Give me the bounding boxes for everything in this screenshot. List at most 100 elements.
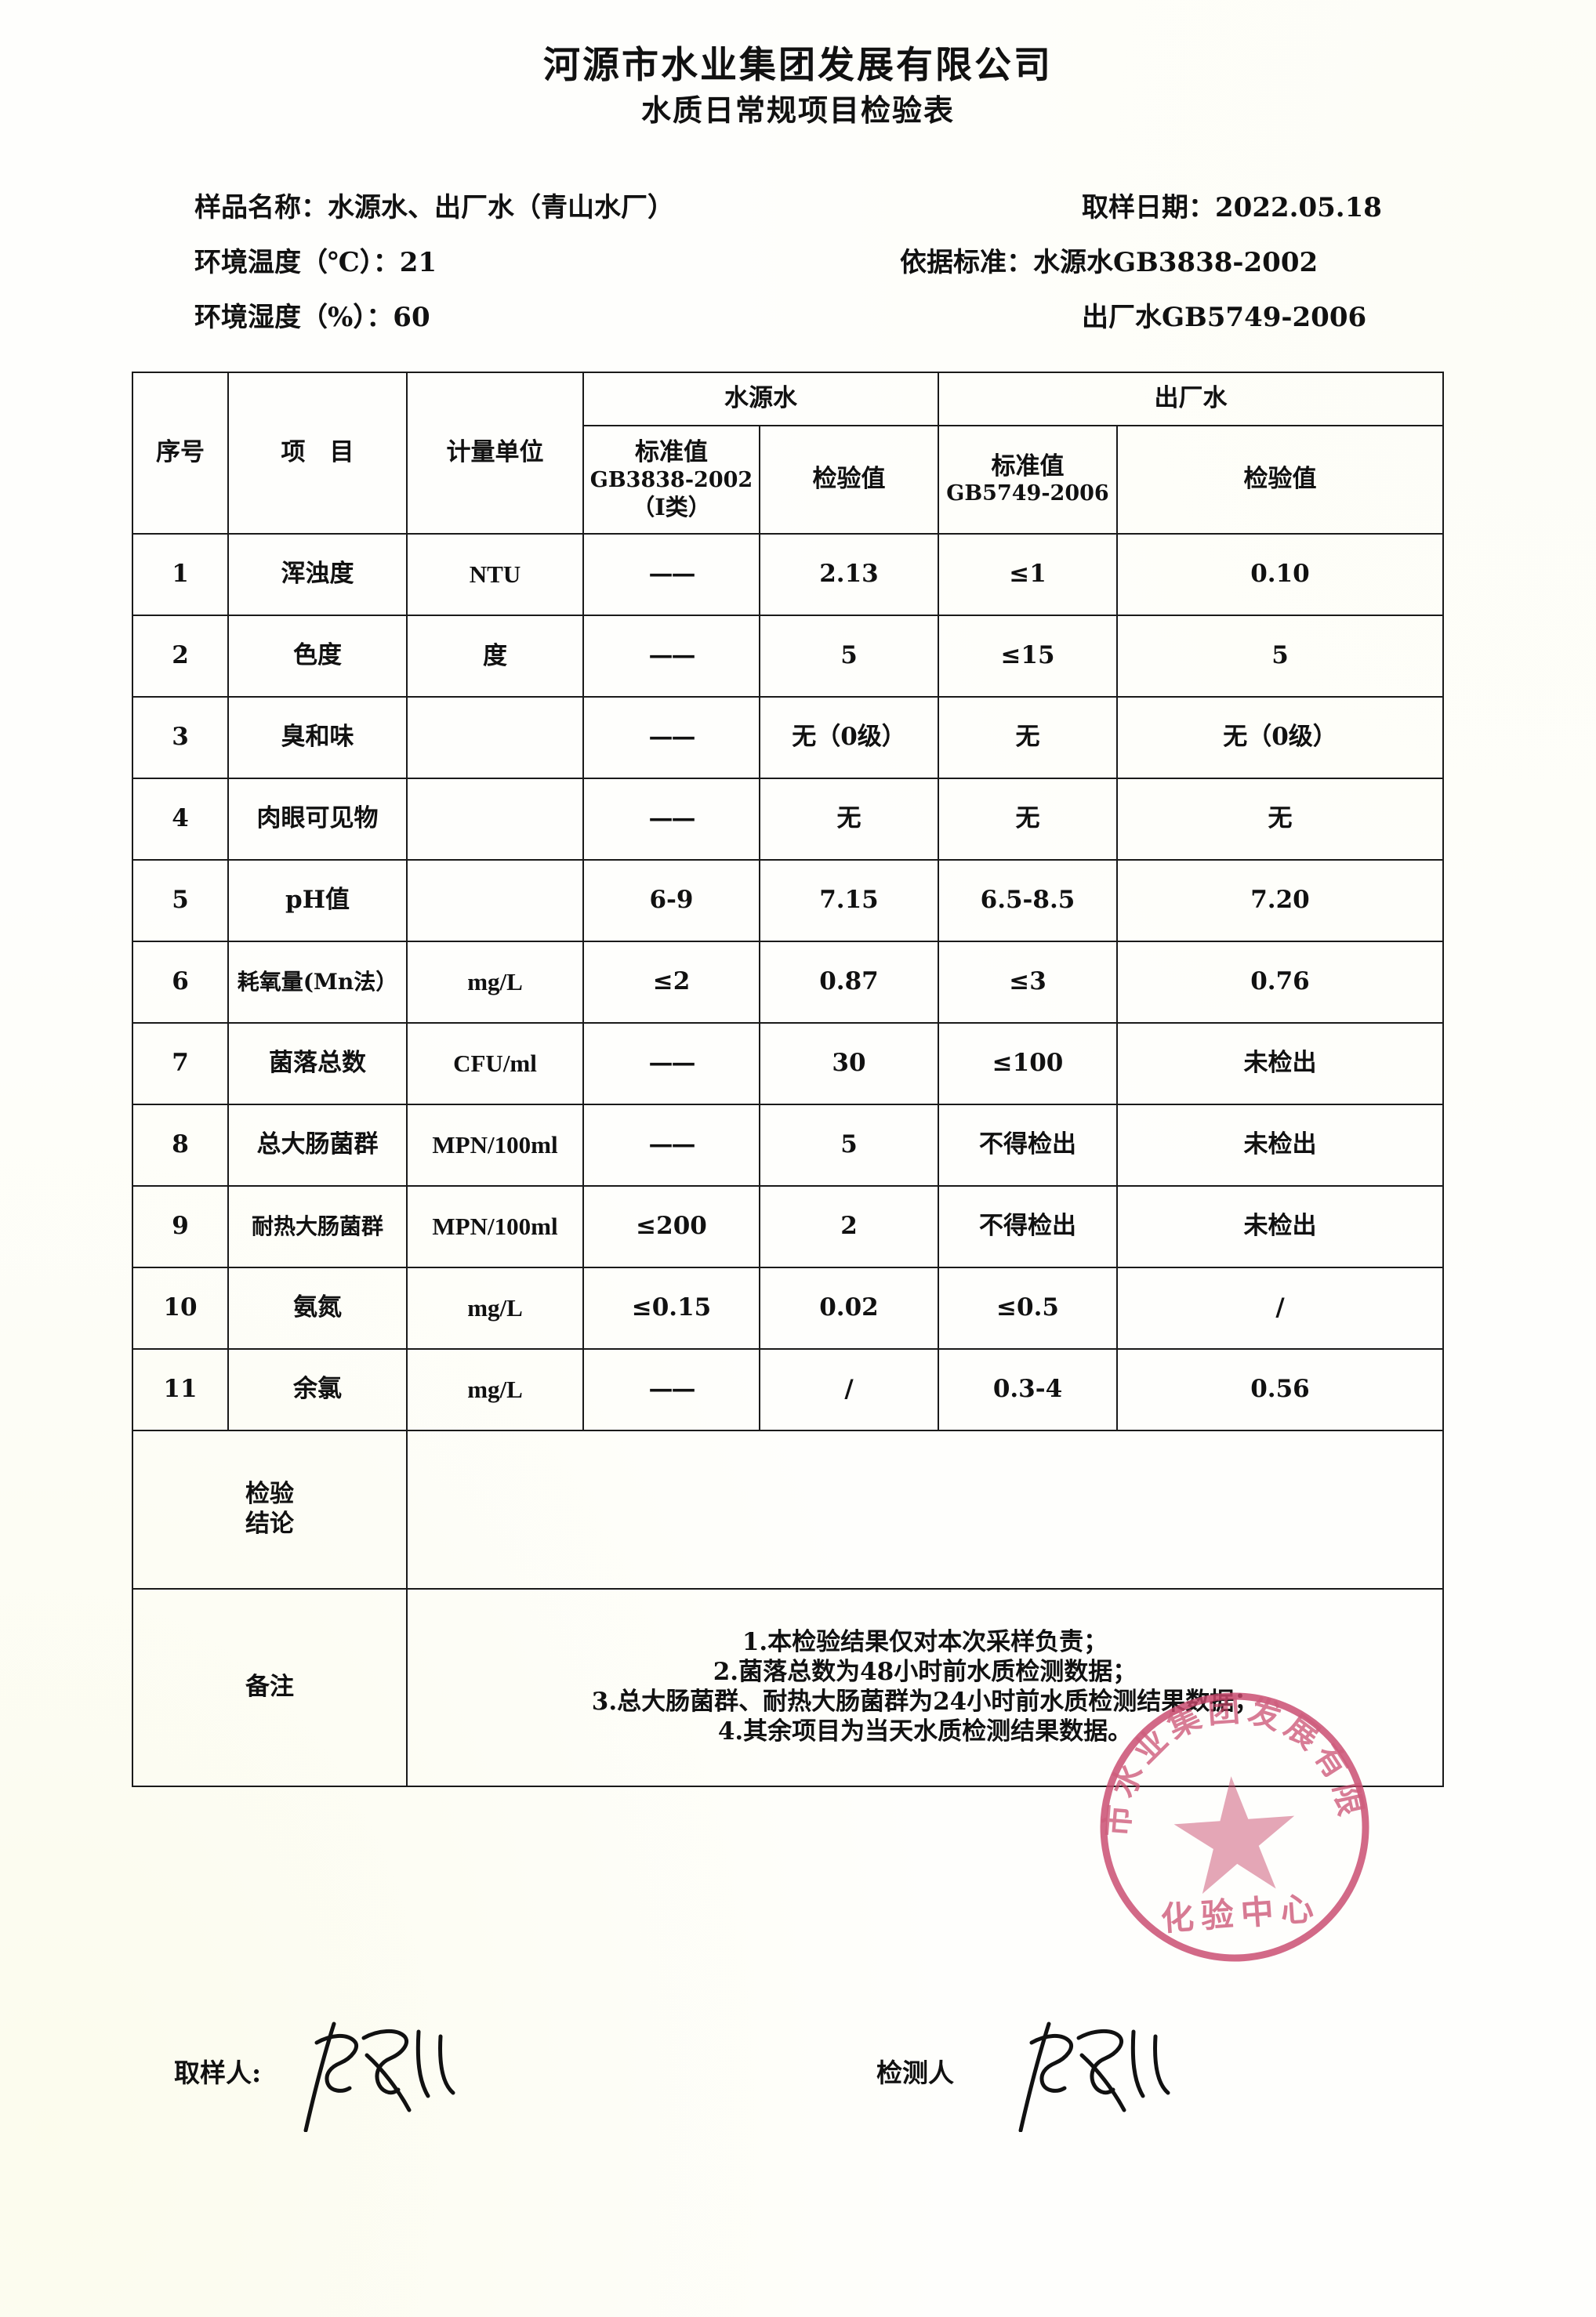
table-group-header-row: 序号 项 目 计量单位 水源水 出厂水: [132, 372, 1444, 535]
table-row: 8 总大肠菌群 MPN/100ml —— 5 不得检出 未检出: [132, 1104, 1444, 1187]
group-header-source-water: 水源水: [582, 372, 939, 426]
cell-val_source: 无: [759, 778, 939, 861]
table-row: 7 菌落总数 CFU/ml —— 30 ≤100 未检出: [132, 1022, 1444, 1105]
table-row: 5 pH值 6-9 7.15 6.5-8.5 7.20: [132, 859, 1444, 942]
cell-val_finished: 未检出: [1116, 1022, 1444, 1105]
table-head: 序号 项 目 计量单位 水源水 出厂水 标准值 GB3838-2002 （Ⅰ类）…: [132, 372, 1444, 535]
col-header-unit: 计量单位: [406, 372, 584, 535]
remark-line: 4.其余项目为当天水质检测结果数据。: [717, 1717, 1133, 1746]
cell-val_finished: 0.76: [1116, 941, 1444, 1024]
col-header-no: 序号: [132, 372, 229, 535]
cell-std_source: 6-9: [582, 859, 760, 942]
cell-no: 7: [132, 1022, 229, 1105]
std-source-code: GB3838-2002: [589, 467, 753, 492]
remark-line: 2.菌落总数为48小时前水质检测数据；: [713, 1658, 1137, 1687]
form-title: 水质日常规项目检验表: [640, 92, 955, 128]
col-header-val-finished: 检验值: [1116, 425, 1444, 535]
table-row: 6 耗氧量(Mn法） mg/L ≤2 0.87 ≤3 0.76: [132, 941, 1444, 1024]
cell-unit: [406, 778, 584, 861]
cell-val_finished: 0.56: [1116, 1348, 1444, 1431]
cell-no: 6: [132, 941, 229, 1024]
col-header-item: 项 目: [227, 372, 408, 535]
cell-std_source: ——: [582, 1348, 760, 1431]
cell-std_finished: ≤1: [938, 533, 1118, 616]
table-row: 4 肉眼可见物 —— 无无无: [132, 778, 1444, 861]
meta-header: 样品名称：水源水、出厂水（青山水厂） 取样日期：2022.05.18 环境温度（…: [194, 194, 1449, 359]
std-source-main: 标准值: [635, 437, 708, 466]
cell-no: 5: [132, 859, 229, 942]
conclusion-label: 检验 结论: [132, 1430, 408, 1590]
cell-val_finished: 未检出: [1116, 1104, 1444, 1187]
std-finished-main: 标准值: [991, 451, 1065, 480]
tester-label: 检测人: [876, 2058, 954, 2088]
cell-no: 4: [132, 778, 229, 861]
cell-item: 浑浊度: [227, 533, 408, 616]
table-row: 3 臭和味 —— 无（0级）无无（0级）: [132, 696, 1444, 779]
conclusion-label-line1: 检验: [245, 1480, 294, 1509]
seal-bottom-text: 化验中心: [1159, 1889, 1322, 1938]
cell-val_source: 2.13: [759, 533, 939, 616]
table-sub-header-row: 标准值 GB3838-2002 （Ⅰ类） 检验值 标准值 GB5749-2006…: [132, 425, 1444, 535]
cell-val_finished: 7.20: [1116, 859, 1444, 942]
cell-item: 耐热大肠菌群: [227, 1185, 408, 1268]
cell-val_finished: 5: [1116, 615, 1444, 698]
conclusion-row: 检验 结论: [132, 1430, 1444, 1590]
conclusion-label-line2: 结论: [245, 1510, 294, 1538]
remark-line: 3.总大肠菌群、耐热大肠菌群为24小时前水质检测结果数据；: [591, 1688, 1259, 1716]
std-finished-code: GB5749-2006: [946, 481, 1109, 506]
cell-std_source: ≤0.15: [582, 1267, 760, 1350]
remarks-row: 备注 1.本检验结果仅对本次采样负责； 2.菌落总数为48小时前水质检测数据； 3.…: [132, 1588, 1444, 1787]
standard-basis-label: 依据标准：水源水GB3838-2002: [900, 247, 1319, 278]
cell-val_source: 2: [759, 1185, 939, 1268]
table-foot: 检验 结论 备注 1.本检验结果仅对本次采样负责； 2.菌落总数为48小时前水质检…: [132, 1430, 1444, 1787]
cell-std_finished: 不得检出: [938, 1185, 1118, 1268]
cell-unit: CFU/ml: [406, 1022, 584, 1105]
cell-std_finished: ≤100: [938, 1022, 1118, 1105]
seal-star-icon: [1173, 1776, 1295, 1895]
cell-val_finished: /: [1116, 1267, 1444, 1350]
cell-no: 2: [132, 615, 229, 698]
tester-signature-icon: [1018, 2021, 1170, 2132]
cell-val_source: 无（0级）: [759, 696, 939, 779]
col-header-std-source: 标准值 GB3838-2002 （Ⅰ类）: [582, 425, 760, 535]
standard-basis-line2: 出厂水GB5749-2006: [1082, 302, 1367, 333]
cell-no: 9: [132, 1185, 229, 1268]
table-row: 11 余氯 mg/L ——/0.3-4 0.56: [132, 1348, 1444, 1431]
cell-item: 氨氮: [227, 1267, 408, 1350]
meta-row-sample: 样品名称：水源水、出厂水（青山水厂） 取样日期：2022.05.18: [194, 194, 1449, 249]
company-title: 河源市水业集团发展有限公司: [543, 44, 1053, 87]
conclusion-text: [406, 1430, 1444, 1590]
col-header-val-source: 检验值: [759, 425, 939, 535]
cell-val_finished: 未检出: [1116, 1185, 1444, 1268]
cell-item: 耗氧量(Mn法）: [227, 941, 408, 1024]
sampler-signature-icon: [303, 2021, 455, 2132]
cell-val_finished: 无: [1116, 778, 1444, 861]
cell-no: 8: [132, 1104, 229, 1187]
sample-name-label: 样品名称：水源水、出厂水（青山水厂）: [194, 192, 674, 223]
sampler-label: 取样人:: [174, 2058, 262, 2088]
table-row: 1 浑浊度 NTU —— 2.13 ≤1 0.10: [132, 533, 1444, 616]
cell-std_source: ——: [582, 1104, 760, 1187]
group-header-finished-water: 出厂水: [938, 372, 1444, 426]
cell-val_finished: 0.10: [1116, 533, 1444, 616]
cell-unit: [406, 859, 584, 942]
cell-unit: MPN/100ml: [406, 1185, 584, 1268]
col-header-std-finished: 标准值 GB5749-2006: [938, 425, 1118, 535]
cell-item: 臭和味: [227, 696, 408, 779]
ambient-temperature-label: 环境温度（℃）：21: [194, 247, 437, 278]
cell-val_finished: 无（0级）: [1116, 696, 1444, 779]
cell-no: 11: [132, 1348, 229, 1431]
cell-std_finished: 无: [938, 696, 1118, 779]
signature-area: 取样人: 检测人: [0, 2021, 1596, 2160]
remarks-text: 1.本检验结果仅对本次采样负责； 2.菌落总数为48小时前水质检测数据； 3.总大肠…: [406, 1588, 1444, 1787]
cell-unit: mg/L: [406, 941, 584, 1024]
ambient-humidity-label: 环境湿度（%）：60: [194, 302, 430, 333]
table-body: 1 浑浊度 NTU —— 2.13 ≤1 0.10 2 色度度 —— 5 ≤15 5 3 臭和味 —— 无（0级…: [132, 533, 1444, 1431]
cell-unit: mg/L: [406, 1267, 584, 1350]
cell-item: 余氯: [227, 1348, 408, 1431]
remarks-label: 备注: [132, 1588, 408, 1787]
cell-val_source: 0.02: [759, 1267, 939, 1350]
cell-item: 色度: [227, 615, 408, 698]
remark-line: 1.本检验结果仅对本次采样负责；: [742, 1628, 1108, 1657]
